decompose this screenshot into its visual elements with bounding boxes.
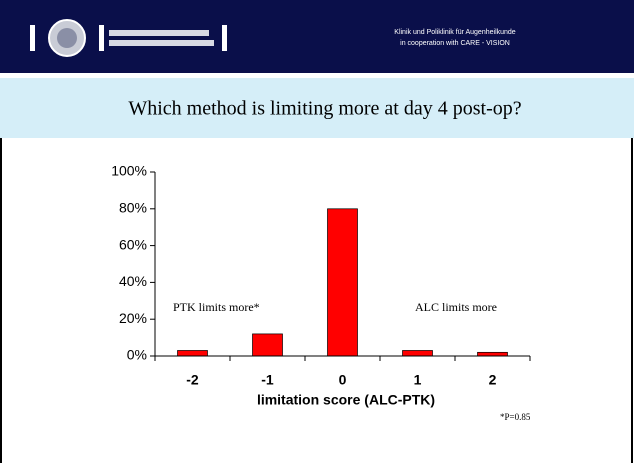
bar <box>327 208 358 357</box>
header-band <box>0 0 634 73</box>
bar <box>402 350 433 357</box>
y-tick-label: 20% <box>119 310 147 326</box>
x-tick-label: 1 <box>414 372 422 388</box>
y-tick-label: 0% <box>127 347 147 363</box>
annotation: PTK limits more* <box>173 300 260 314</box>
title-band <box>0 78 634 138</box>
annotation: ALC limits more <box>415 300 497 314</box>
slide-title: Which method is limiting more at day 4 p… <box>128 98 521 120</box>
header-text: Klinik und Poliklinik für Augenheilkunde <box>394 29 516 36</box>
logo <box>30 19 227 57</box>
x-tick-label: 2 <box>489 372 497 388</box>
x-tick-label: -2 <box>186 372 199 388</box>
bar <box>252 333 283 357</box>
y-tick-label: 100% <box>111 163 147 179</box>
x-tick-label: -1 <box>261 372 274 388</box>
bar <box>177 350 208 357</box>
header-text: in cooperation with CARE - VISION <box>400 40 510 47</box>
bar <box>477 351 508 357</box>
y-tick-label: 60% <box>119 236 147 252</box>
annotation: *P=0.85 <box>500 412 531 422</box>
x-axis-label: limitation score (ALC-PTK) <box>257 392 435 408</box>
x-tick-label: 0 <box>339 372 347 388</box>
y-tick-label: 40% <box>119 273 147 289</box>
y-tick-label: 80% <box>119 200 147 216</box>
